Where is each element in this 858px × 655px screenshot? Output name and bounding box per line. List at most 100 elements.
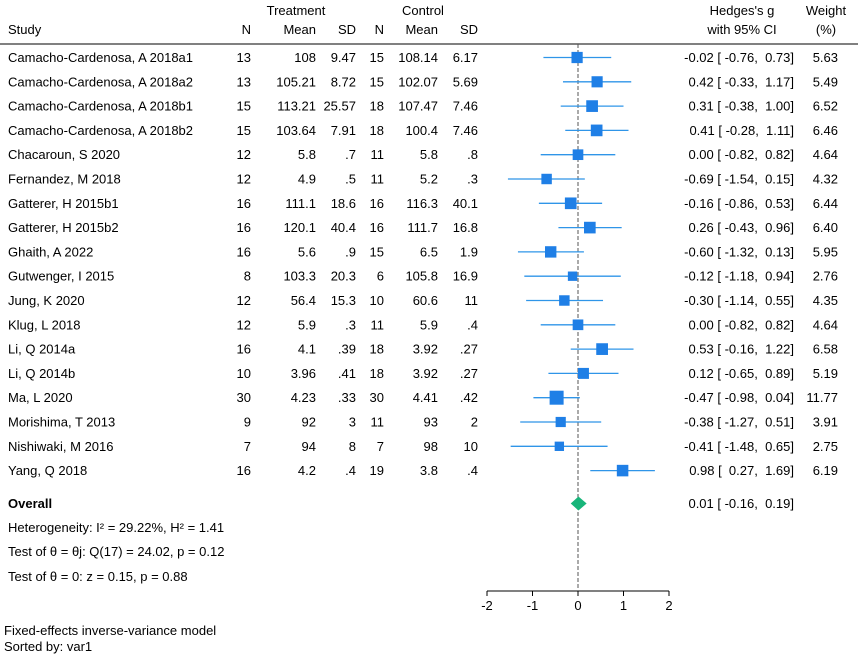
study-name: Morishima, T 2013 [8, 415, 115, 430]
test-theta-zero-stat: Test of θ = 0: z = 0.15, p = 0.88 [8, 569, 188, 584]
study-name: Yang, Q 2018 [8, 463, 87, 478]
treatment-mean: 120.1 [283, 220, 316, 235]
treatment-sd: 18.6 [331, 196, 356, 211]
test-statistics: Heterogeneity: I² = 29.22%, H² = 1.41 Tes… [8, 520, 224, 584]
control-sd: 7.46 [453, 123, 478, 138]
control-n: 18 [370, 99, 384, 114]
study-name: Fernandez, M 2018 [8, 172, 121, 187]
control-mean: 102.07 [398, 74, 438, 89]
overall-label: Overall [8, 496, 52, 511]
effect-size-ci: -0.41 [ -1.48, 0.65] [684, 439, 794, 454]
control-n: 15 [370, 74, 384, 89]
treatment-sd: .5 [345, 172, 356, 187]
effect-size-ci: -0.60 [ -1.32, 0.13] [684, 244, 794, 259]
control-mean: 5.8 [420, 147, 438, 162]
control-sd: .42 [460, 390, 478, 405]
control-n: 15 [370, 244, 384, 259]
study-name: Ma, L 2020 [8, 390, 73, 405]
forest-plot: Treatment Control Study N Mean SD N Mean SD Hedge… [0, 3, 858, 613]
study-name: Chacaroun, S 2020 [8, 147, 120, 162]
treatment-n: 16 [237, 463, 251, 478]
control-sd: 2 [471, 415, 478, 430]
effect-size-ci: -0.47 [ -0.98, 0.04] [684, 390, 794, 405]
treatment-mean: 5.8 [298, 147, 316, 162]
control-n: 15 [370, 50, 384, 65]
treatment-mean: 94 [302, 439, 316, 454]
treatment-sd: 3 [349, 415, 356, 430]
table-row: Ghaith, A 2022 16 5.6 .9 15 6.5 1.9 -0.60 [ -1.… [8, 244, 838, 259]
footer-sort-note: Sorted by: var1 [4, 639, 93, 654]
effect-size-marker [564, 197, 577, 210]
control-mean: 3.92 [413, 342, 438, 357]
effect-size-marker [616, 464, 629, 477]
treatment-n: 16 [237, 196, 251, 211]
table-row: Jung, K 2020 12 56.4 15.3 10 60.6 11 -0.30 [ -1… [8, 293, 838, 308]
control-mean: 108.14 [398, 50, 438, 65]
weight-percent-header: (%) [816, 22, 836, 37]
control-sd: 10 [464, 439, 478, 454]
treatment-n: 8 [244, 269, 251, 284]
treatment-sd-header: SD [338, 22, 356, 37]
control-sd: 7.46 [453, 99, 478, 114]
control-sd: .27 [460, 366, 478, 381]
table-row: Chacaroun, S 2020 12 5.8 .7 11 5.8 .8 0.00 [ -0… [8, 147, 838, 162]
footer-model-note: Fixed-effects inverse-variance model [4, 623, 217, 638]
effect-size-marker [567, 271, 578, 281]
control-mean: 5.9 [420, 317, 438, 332]
treatment-mean: 4.2 [298, 463, 316, 478]
treatment-n: 15 [237, 99, 251, 114]
study-name: Li, Q 2014b [8, 366, 75, 381]
effect-size-ci: -0.38 [ -1.27, 0.51] [684, 415, 794, 430]
control-sd: 5.69 [453, 74, 478, 89]
control-sd: 11 [465, 293, 479, 308]
effect-size-ci: 0.00 [ -0.82, 0.82] [688, 147, 794, 162]
control-sd: .4 [467, 463, 478, 478]
effect-size-marker [549, 390, 564, 405]
x-axis-tick-label: 0 [574, 598, 581, 613]
control-sd: .27 [460, 342, 478, 357]
study-name: Camacho-Cardenosa, A 2018a2 [8, 74, 193, 89]
treatment-mean: 4.9 [298, 172, 316, 187]
control-n-header: N [375, 22, 384, 37]
control-sd-header: SD [460, 22, 478, 37]
treatment-mean: 5.6 [298, 244, 316, 259]
table-row: Camacho-Cardenosa, A 2018b1 15 113.21 25.57… [8, 99, 838, 114]
treatment-sd: .4 [345, 463, 356, 478]
table-row: Camacho-Cardenosa, A 2018a2 13 105.21 8.72 1… [8, 74, 838, 89]
plot-area [507, 44, 655, 590]
control-n: 11 [371, 317, 385, 332]
treatment-n: 16 [237, 220, 251, 235]
table-row: Li, Q 2014b 10 3.96 .41 18 3.92 .27 0.12 [ -0.6… [8, 366, 838, 381]
weight-value: 6.19 [813, 463, 838, 478]
effect-size-ci: -0.12 [ -1.18, 0.94] [684, 269, 794, 284]
effect-size-ci: 0.31 [ -0.38, 1.00] [688, 99, 794, 114]
weight-value: 6.58 [813, 342, 838, 357]
x-axis-tick-label: -1 [527, 598, 539, 613]
control-n: 11 [371, 172, 385, 187]
control-sd: 16.8 [453, 220, 478, 235]
control-n: 18 [370, 342, 384, 357]
treatment-n: 15 [237, 123, 251, 138]
control-mean: 98 [424, 439, 438, 454]
treatment-sd: 8 [349, 439, 356, 454]
effect-size-marker [541, 173, 552, 185]
treatment-sd: 40.4 [331, 220, 356, 235]
effect-size-marker [591, 76, 603, 88]
effect-size-ci: 0.53 [ -0.16, 1.22] [688, 342, 794, 357]
weight-value: 11.77 [806, 390, 838, 405]
weight-value: 2.75 [813, 439, 838, 454]
treatment-n: 12 [237, 172, 251, 187]
test-theta-equal-stat: Test of θ = θj: Q(17) = 24.02, p = 0.12 [8, 544, 224, 559]
study-name: Camacho-Cardenosa, A 2018a1 [8, 50, 193, 65]
treatment-mean: 111.1 [285, 196, 316, 211]
control-n: 7 [377, 439, 384, 454]
study-name: Nishiwaki, M 2016 [8, 439, 114, 454]
treatment-n: 12 [237, 147, 251, 162]
treatment-mean: 4.23 [291, 390, 316, 405]
treatment-n: 16 [237, 342, 251, 357]
treatment-n: 13 [237, 74, 251, 89]
effect-size-marker [571, 51, 583, 64]
study-name: Gutwenger, I 2015 [8, 269, 114, 284]
table-header: Treatment Control Study N Mean SD N Mean SD Hedge… [0, 3, 858, 45]
treatment-mean: 5.9 [298, 317, 316, 332]
